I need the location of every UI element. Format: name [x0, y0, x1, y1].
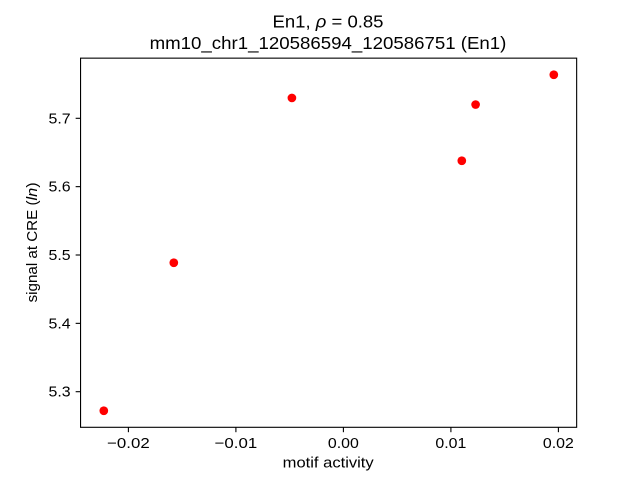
svg-text:): ) — [25, 182, 41, 187]
svg-text:−0.01: −0.01 — [215, 436, 258, 452]
svg-text:5.7: 5.7 — [49, 111, 71, 127]
svg-text:ln: ln — [25, 188, 41, 201]
svg-text:mm10_chr1_120586594_120586751: mm10_chr1_120586594_120586751 (En1) — [150, 33, 507, 54]
svg-text:5.6: 5.6 — [49, 180, 71, 196]
svg-text:0.00: 0.00 — [328, 436, 359, 452]
svg-text:signal at CRE (: signal at CRE ( — [25, 200, 41, 302]
svg-text:5.3: 5.3 — [49, 385, 71, 401]
svg-text:motif activity: motif activity — [283, 456, 375, 472]
svg-text:5.4: 5.4 — [49, 316, 71, 332]
svg-text:5.5: 5.5 — [49, 248, 71, 264]
svg-text:0.01: 0.01 — [435, 436, 466, 452]
svg-text:−0.02: −0.02 — [107, 436, 150, 452]
svg-text:En1, ρ = 0.85: En1, ρ = 0.85 — [273, 12, 384, 32]
svg-text:0.02: 0.02 — [543, 436, 574, 452]
